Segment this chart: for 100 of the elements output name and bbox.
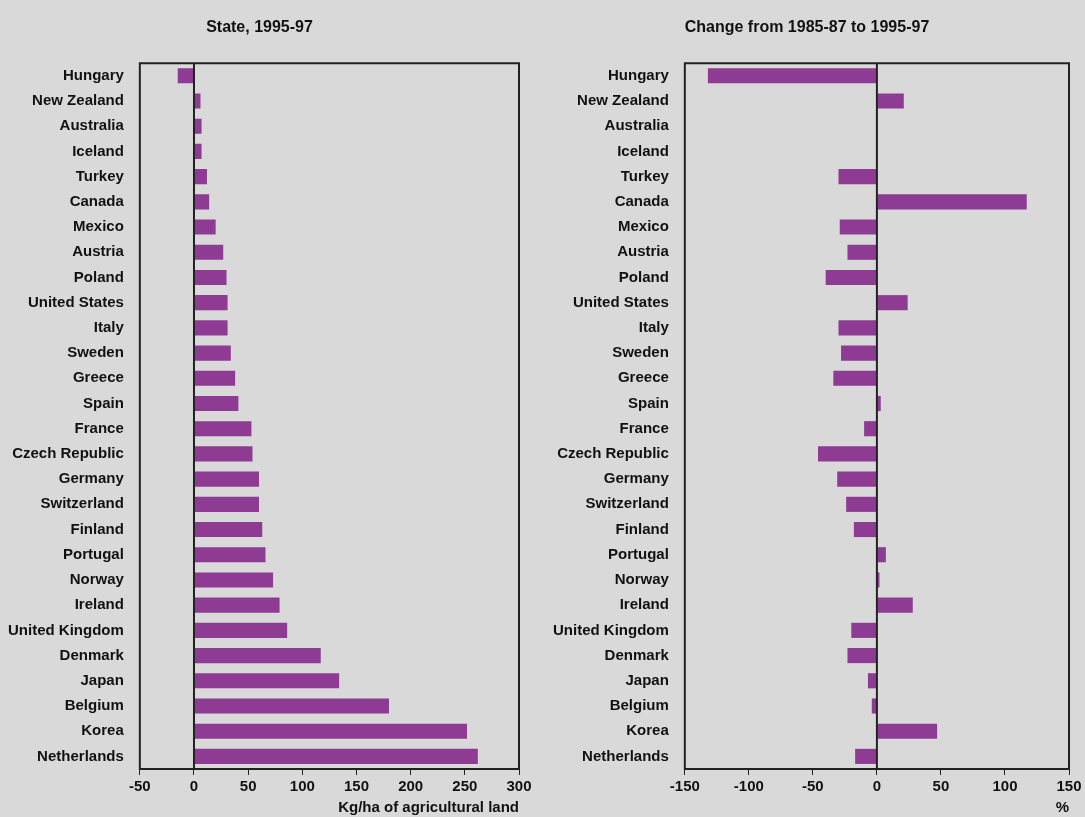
bar — [194, 295, 228, 311]
x-tick-label: 150 — [343, 777, 370, 795]
bar — [194, 572, 274, 588]
x-tick-label: -150 — [669, 777, 700, 795]
y-tick-label: United States — [27, 292, 124, 310]
bar — [846, 496, 877, 512]
bar — [194, 169, 207, 185]
x-tick-label: 100 — [289, 777, 315, 795]
y-tick-label: Japan — [80, 670, 124, 688]
y-tick-label: Iceland — [617, 141, 669, 159]
y-tick-label: Austria — [617, 242, 670, 260]
chart-title: Change from 1985-87 to 1995-97 — [684, 18, 930, 36]
bar — [194, 496, 259, 512]
y-tick-label: Canada — [614, 191, 670, 209]
bar — [194, 118, 202, 134]
bar — [838, 169, 877, 185]
y-tick-label: Portugal — [607, 544, 669, 562]
bar — [194, 648, 321, 664]
y-tick-label: Finland — [70, 519, 124, 537]
y-tick-label: Greece — [72, 368, 124, 386]
x-tick-label: 0 — [189, 777, 199, 795]
x-axis-title: Kg/ha of agricultural land — [338, 798, 519, 816]
bar — [871, 698, 877, 714]
x-tick-label: 50 — [239, 777, 257, 795]
x-axis-title: % — [1055, 798, 1069, 816]
y-tick-label: Turkey — [620, 166, 670, 184]
bar — [867, 673, 877, 689]
y-tick-label: Korea — [626, 721, 670, 739]
bar — [833, 370, 877, 386]
chart-title: State, 1995-97 — [206, 18, 313, 36]
bar — [864, 421, 877, 437]
y-tick-label: United States — [572, 292, 669, 310]
y-tick-label: Czech Republic — [557, 444, 669, 462]
bar — [194, 345, 231, 361]
y-tick-label: New Zealand — [32, 91, 124, 109]
y-tick-label: Norway — [69, 570, 125, 588]
y-tick-label: Italy — [93, 318, 125, 336]
y-tick-label: Finland — [615, 519, 669, 537]
bar — [877, 194, 1027, 210]
y-tick-label: Spain — [82, 393, 124, 411]
y-tick-label: Hungary — [62, 65, 125, 83]
bar — [877, 723, 938, 739]
x-tick-label: -50 — [128, 777, 151, 795]
x-tick-label: 300 — [506, 777, 532, 795]
y-tick-label: Australia — [59, 116, 125, 134]
bar — [841, 345, 877, 361]
y-tick-label: Switzerland — [40, 494, 124, 512]
y-tick-label: Czech Republic — [12, 444, 124, 462]
bar — [194, 622, 288, 638]
y-tick-label: Ireland — [619, 595, 669, 613]
bar — [194, 320, 228, 336]
y-tick-label: Hungary — [607, 65, 670, 83]
bar — [194, 521, 263, 538]
y-tick-label: Denmark — [604, 645, 670, 663]
x-tick-label: 100 — [992, 777, 1018, 795]
x-tick-label: 150 — [1056, 777, 1082, 795]
bar — [194, 446, 253, 462]
bar — [839, 219, 877, 235]
y-tick-label: Poland — [73, 267, 124, 285]
y-tick-label: Switzerland — [585, 494, 669, 512]
x-tick-label: 250 — [452, 777, 478, 795]
y-tick-label: Netherlands — [37, 746, 124, 764]
bar — [847, 244, 877, 260]
bar — [194, 370, 236, 386]
bar — [877, 93, 904, 109]
y-tick-label: Germany — [58, 469, 125, 487]
bar — [194, 219, 216, 235]
y-tick-label: Norway — [614, 570, 670, 588]
x-tick-label: -50 — [802, 777, 824, 795]
y-tick-label: Sweden — [612, 343, 669, 361]
y-tick-label: Belgium — [609, 696, 669, 714]
bar — [818, 446, 877, 462]
y-tick-label: Greece — [617, 368, 669, 386]
bar — [847, 648, 877, 664]
y-tick-label: Netherlands — [582, 746, 669, 764]
y-tick-label: Japan — [625, 670, 669, 688]
y-tick-label: Denmark — [59, 645, 125, 663]
y-tick-label: France — [74, 418, 124, 436]
y-tick-label: Korea — [81, 721, 125, 739]
bar — [194, 244, 224, 260]
y-tick-label: New Zealand — [577, 91, 669, 109]
bar — [838, 320, 877, 336]
bar — [707, 68, 877, 84]
y-tick-label: Iceland — [72, 141, 124, 159]
y-tick-label: Poland — [618, 267, 669, 285]
bar — [851, 622, 877, 638]
bar — [177, 68, 194, 84]
bar — [194, 194, 210, 210]
bar — [877, 597, 913, 613]
y-tick-label: Mexico — [617, 217, 669, 235]
bar — [194, 723, 467, 739]
bar — [194, 471, 259, 487]
bar — [194, 673, 340, 689]
bar — [877, 547, 886, 563]
x-tick-label: 50 — [932, 777, 950, 795]
y-tick-label: France — [619, 418, 669, 436]
x-tick-label: 200 — [398, 777, 424, 795]
bar — [194, 421, 252, 437]
y-tick-label: Sweden — [67, 343, 124, 361]
bar — [194, 597, 280, 613]
